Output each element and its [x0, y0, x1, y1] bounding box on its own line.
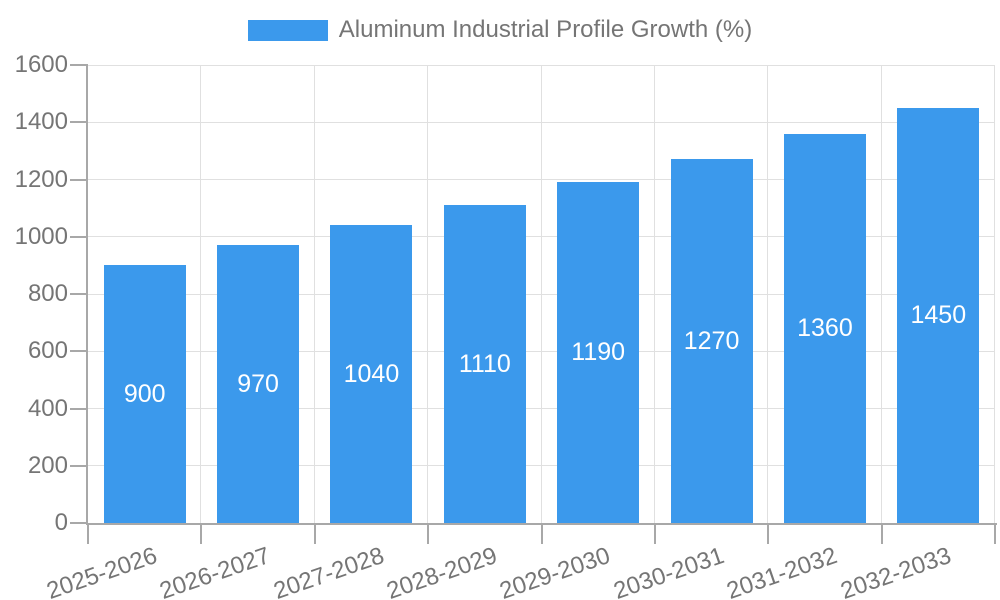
bar[interactable]: 1040 — [330, 225, 413, 523]
x-tick-mark — [427, 523, 430, 544]
y-tick-mark — [70, 522, 88, 524]
bar[interactable]: 1110 — [443, 205, 526, 523]
legend-swatch — [247, 19, 328, 41]
x-tick-mark — [994, 523, 996, 544]
y-tick-mark — [70, 350, 88, 353]
y-tick-mark — [70, 64, 88, 66]
gridline-vertical — [313, 65, 315, 523]
y-axis-line — [86, 65, 88, 525]
bar-value-label: 1270 — [683, 326, 740, 355]
gridline-vertical — [767, 65, 769, 523]
bar-value-label: 900 — [123, 379, 166, 408]
x-axis-label: 2030-2031 — [610, 542, 728, 600]
x-axis-label: 2032-2033 — [836, 542, 955, 600]
bar-value-label: 1450 — [910, 300, 967, 329]
bar[interactable]: 1270 — [670, 159, 753, 523]
y-axis-label: 400 — [27, 394, 68, 422]
y-tick-mark — [70, 235, 88, 238]
y-tick-mark — [70, 121, 88, 124]
gridline-horizontal — [88, 64, 995, 66]
y-tick-mark — [70, 178, 88, 181]
gridline-horizontal — [88, 121, 995, 123]
x-tick-mark — [540, 523, 543, 544]
bar[interactable]: 1450 — [897, 107, 980, 523]
legend-label: Aluminum Industrial Profile Growth (%) — [338, 16, 753, 43]
bar-value-label: 1190 — [571, 338, 626, 367]
x-tick-mark — [767, 523, 770, 544]
y-axis-label: 800 — [27, 280, 68, 307]
bar[interactable]: 1190 — [557, 182, 640, 523]
gridline-horizontal — [88, 236, 995, 238]
y-tick-mark — [70, 407, 88, 410]
gridline-vertical — [994, 65, 995, 523]
y-axis-label: 1200 — [14, 165, 68, 193]
gridline-vertical — [540, 65, 542, 523]
x-tick-mark — [313, 523, 316, 544]
y-tick-mark — [70, 464, 88, 467]
gridline-horizontal — [88, 408, 995, 409]
x-tick-mark — [200, 523, 203, 544]
x-axis-label: 2026-2027 — [156, 542, 274, 600]
x-tick-mark — [87, 523, 89, 544]
y-axis-label: 1400 — [14, 108, 68, 136]
gridline-vertical — [653, 65, 655, 523]
x-axis-label: 2027-2028 — [269, 542, 388, 600]
y-axis-label: 600 — [27, 337, 68, 365]
gridline-vertical — [200, 65, 202, 523]
legend[interactable]: Aluminum Industrial Profile Growth (%) — [0, 15, 1000, 45]
y-axis-label: 0 — [54, 509, 68, 536]
bar[interactable]: 1360 — [783, 133, 866, 523]
y-axis-label: 1000 — [14, 222, 68, 250]
y-axis-label: 200 — [27, 451, 68, 479]
bar-value-label: 1360 — [797, 313, 853, 342]
plot-area: 900 970 1040 1110 1190 1270 1360 1450 — [88, 64, 995, 523]
bar-value-label: 1110 — [458, 349, 511, 378]
gridline-vertical — [880, 65, 882, 523]
x-tick-mark — [880, 523, 883, 544]
y-axis-label: 1600 — [14, 51, 68, 78]
bar[interactable]: 900 — [103, 265, 186, 523]
bar[interactable]: 970 — [217, 245, 300, 523]
x-axis-label: 2028-2029 — [383, 542, 501, 600]
bar-value-label: 970 — [237, 369, 279, 398]
y-tick-mark — [70, 293, 88, 295]
gridline-horizontal — [88, 465, 995, 467]
gridline-horizontal — [88, 293, 995, 295]
x-axis-label: 2029-2030 — [496, 542, 614, 600]
x-axis-label: 2025-2026 — [43, 542, 161, 600]
gridline-horizontal — [88, 350, 995, 352]
gridline-horizontal — [88, 179, 995, 180]
x-axis-label: 2031-2032 — [723, 542, 841, 600]
gridline-vertical — [427, 65, 429, 523]
x-tick-mark — [653, 523, 656, 544]
bar-value-label: 1040 — [343, 359, 400, 388]
